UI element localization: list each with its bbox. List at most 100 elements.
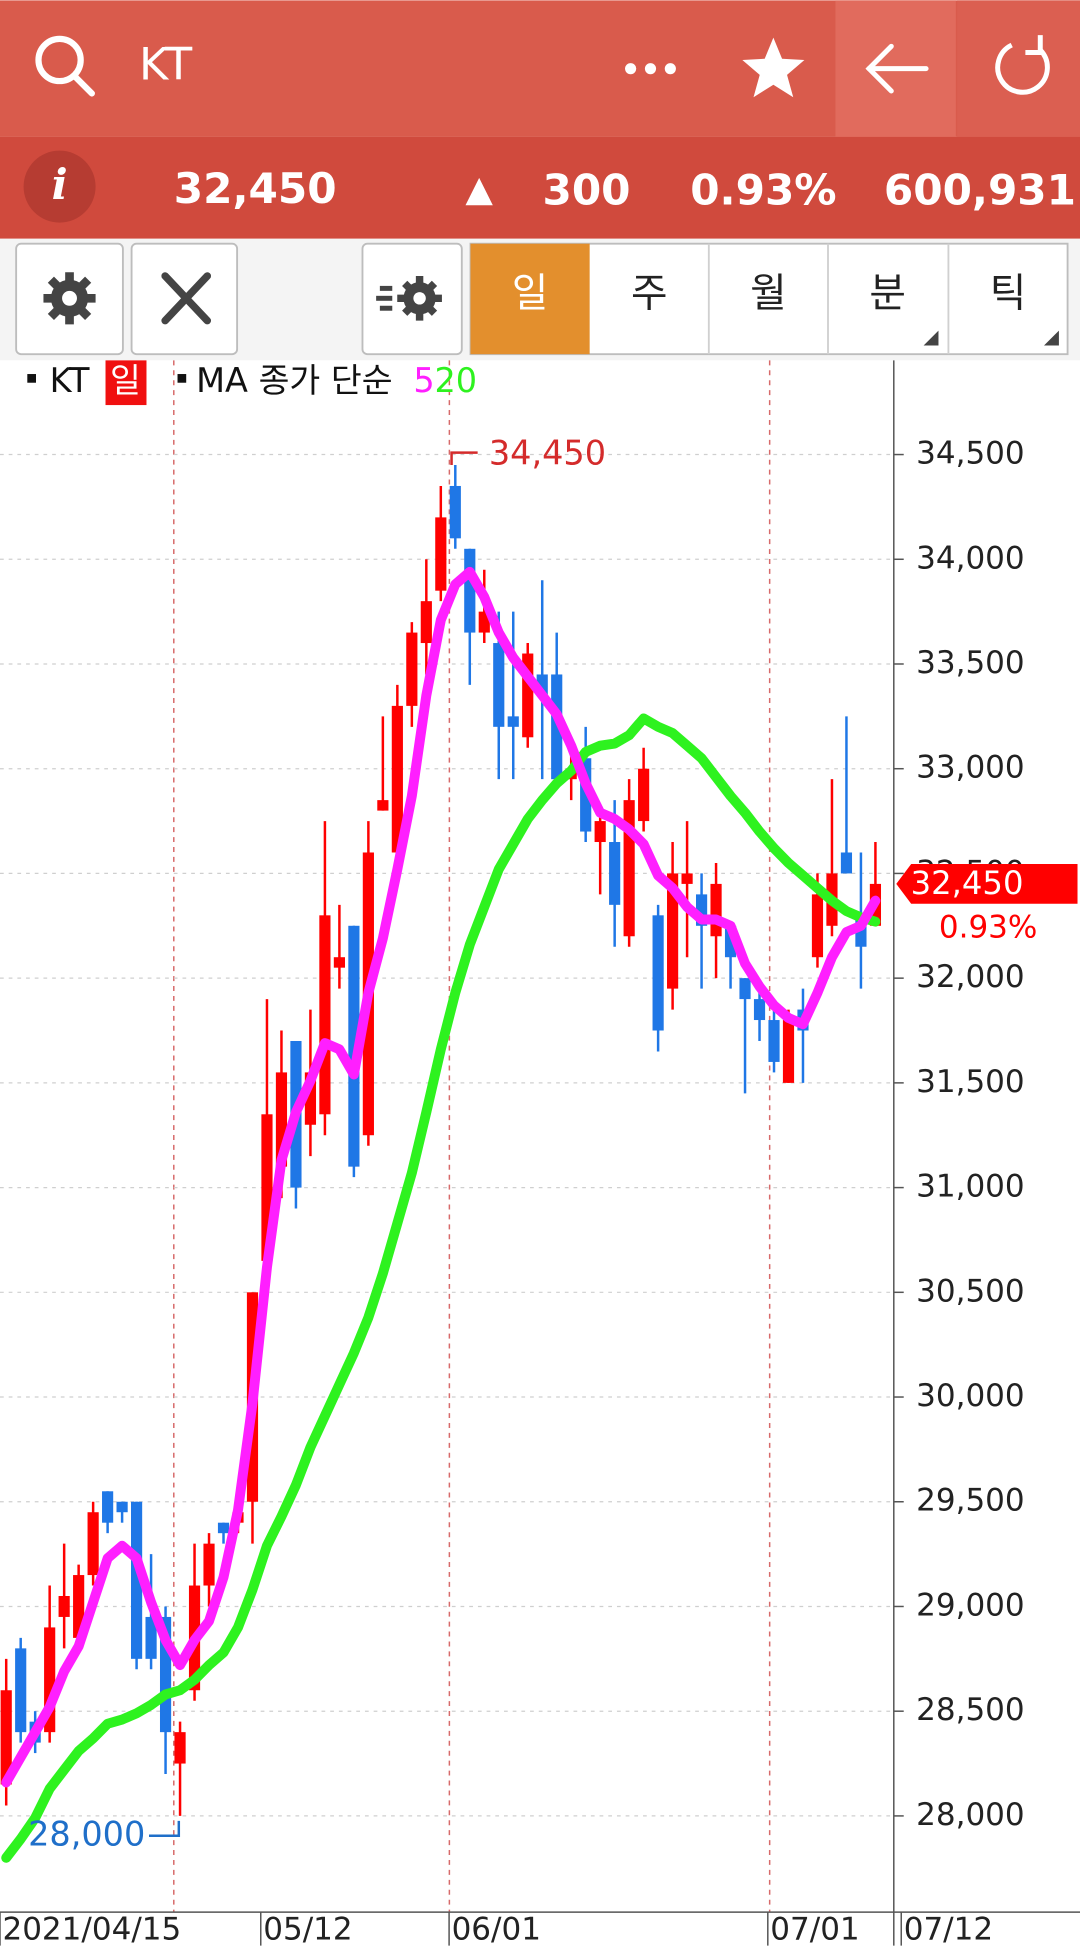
tab-day[interactable]: 일 <box>512 270 549 316</box>
tab-month[interactable]: 월 <box>750 270 787 316</box>
y-tick-label: 34,000 <box>916 540 1025 576</box>
candle-body <box>753 999 766 1021</box>
candle-body <box>435 517 447 591</box>
tab-tick[interactable]: 틱 <box>990 270 1027 316</box>
refresh-button-bg <box>957 0 1080 137</box>
info-button[interactable] <box>23 150 96 223</box>
legend-bullet <box>177 374 187 383</box>
candle-body <box>333 957 345 968</box>
x-tick-label: 05/12 <box>263 1912 352 1946</box>
candle-body <box>261 1114 273 1261</box>
legend-bullet <box>27 374 36 383</box>
candle-body <box>391 705 403 853</box>
indicator-settings-icon <box>376 275 442 321</box>
candle-body <box>0 1690 12 1785</box>
quote-bar <box>0 136 1080 239</box>
ma-line <box>1 566 881 1788</box>
candle-body <box>449 485 461 539</box>
y-tick-label: 28,500 <box>916 1692 1025 1728</box>
candle-body <box>478 611 490 633</box>
favorite-icon[interactable] <box>742 37 805 98</box>
more-icon[interactable] <box>625 63 676 75</box>
last-price-tag <box>896 864 1078 904</box>
candle-body <box>87 1512 99 1576</box>
candle-body <box>695 894 708 926</box>
candle-body <box>522 653 534 738</box>
candle-body <box>44 1627 56 1733</box>
candle-body <box>15 1648 27 1733</box>
candle-body <box>638 768 650 822</box>
plot <box>0 465 882 1863</box>
candle-body <box>406 632 418 706</box>
candle-body <box>652 915 664 1031</box>
tab-dividers <box>707 243 950 355</box>
y-tick-label: 31,000 <box>916 1169 1025 1205</box>
settings-icon <box>43 272 96 325</box>
change-rate: 0.93% <box>690 165 836 214</box>
candle-body <box>551 674 563 780</box>
ma-line <box>1 713 881 1863</box>
candle-body <box>724 925 737 958</box>
candle-body <box>73 1575 85 1638</box>
candle-body <box>811 894 824 958</box>
high-label: 34,450 <box>489 434 606 473</box>
candle-body <box>58 1596 70 1617</box>
y-tick-label: 33,000 <box>916 750 1025 786</box>
y-tick-label: 32,000 <box>916 959 1025 995</box>
tab-minute[interactable]: 분 <box>869 270 906 316</box>
legend-period: 일 <box>110 361 141 400</box>
candle-body <box>217 1522 230 1534</box>
candle-body <box>275 1072 288 1167</box>
candle-body <box>493 643 505 727</box>
candle-body <box>768 1020 780 1062</box>
refresh-icon[interactable] <box>995 35 1050 95</box>
price-change: 300 <box>542 165 630 214</box>
back-icon[interactable] <box>865 43 929 94</box>
x-tick-label: 06/01 <box>452 1912 541 1946</box>
candle-body <box>536 674 548 696</box>
candle-body <box>377 800 389 811</box>
x-tick-label: 07/01 <box>770 1912 859 1946</box>
candle-body <box>102 1491 114 1523</box>
candle-body <box>667 873 679 989</box>
legend-ma20: 20 <box>434 361 477 400</box>
tab-week[interactable]: 주 <box>631 270 668 316</box>
y-tick-label: 31,500 <box>916 1064 1025 1100</box>
candle-body <box>319 915 331 1115</box>
tab-tick-corner <box>1044 330 1059 346</box>
y-tick-label: 30,500 <box>916 1273 1025 1309</box>
price: 32,450 <box>174 164 337 213</box>
candle-body <box>580 758 592 832</box>
search-icon[interactable] <box>35 35 95 97</box>
legend-symbol: KT <box>50 361 90 400</box>
last-price-label: 32,450 <box>911 864 1024 902</box>
candle-body <box>782 1020 795 1083</box>
candle-body <box>145 1616 157 1659</box>
candle-body <box>739 978 751 1000</box>
tab-selected-bg <box>470 243 590 355</box>
candle-body <box>420 601 432 644</box>
annotation-arrow <box>450 451 478 466</box>
candle-body <box>681 873 693 884</box>
annotation-arrow <box>149 1820 181 1838</box>
candle-body <box>507 716 519 727</box>
candle-body <box>174 1732 186 1764</box>
y-tick-label: 29,000 <box>916 1587 1025 1623</box>
x-tick-label: 07/12 <box>904 1912 993 1946</box>
info-icon[interactable]: i <box>52 159 68 209</box>
legend-ma5: 5 <box>413 361 434 400</box>
last-change-label: 0.93% <box>939 910 1038 946</box>
y-tick-label: 30,000 <box>916 1378 1025 1414</box>
app-title: KT <box>139 38 193 90</box>
candle-body <box>159 1616 172 1733</box>
up-arrow <box>465 177 493 206</box>
y-tick-label: 33,500 <box>916 645 1025 681</box>
y-tick-label: 34,500 <box>916 436 1025 472</box>
y-tick-label: 28,000 <box>916 1797 1025 1833</box>
y-tick-label: 29,500 <box>916 1483 1025 1519</box>
candle-body <box>594 821 606 843</box>
candle-body <box>710 883 722 937</box>
candle-body <box>609 842 621 905</box>
